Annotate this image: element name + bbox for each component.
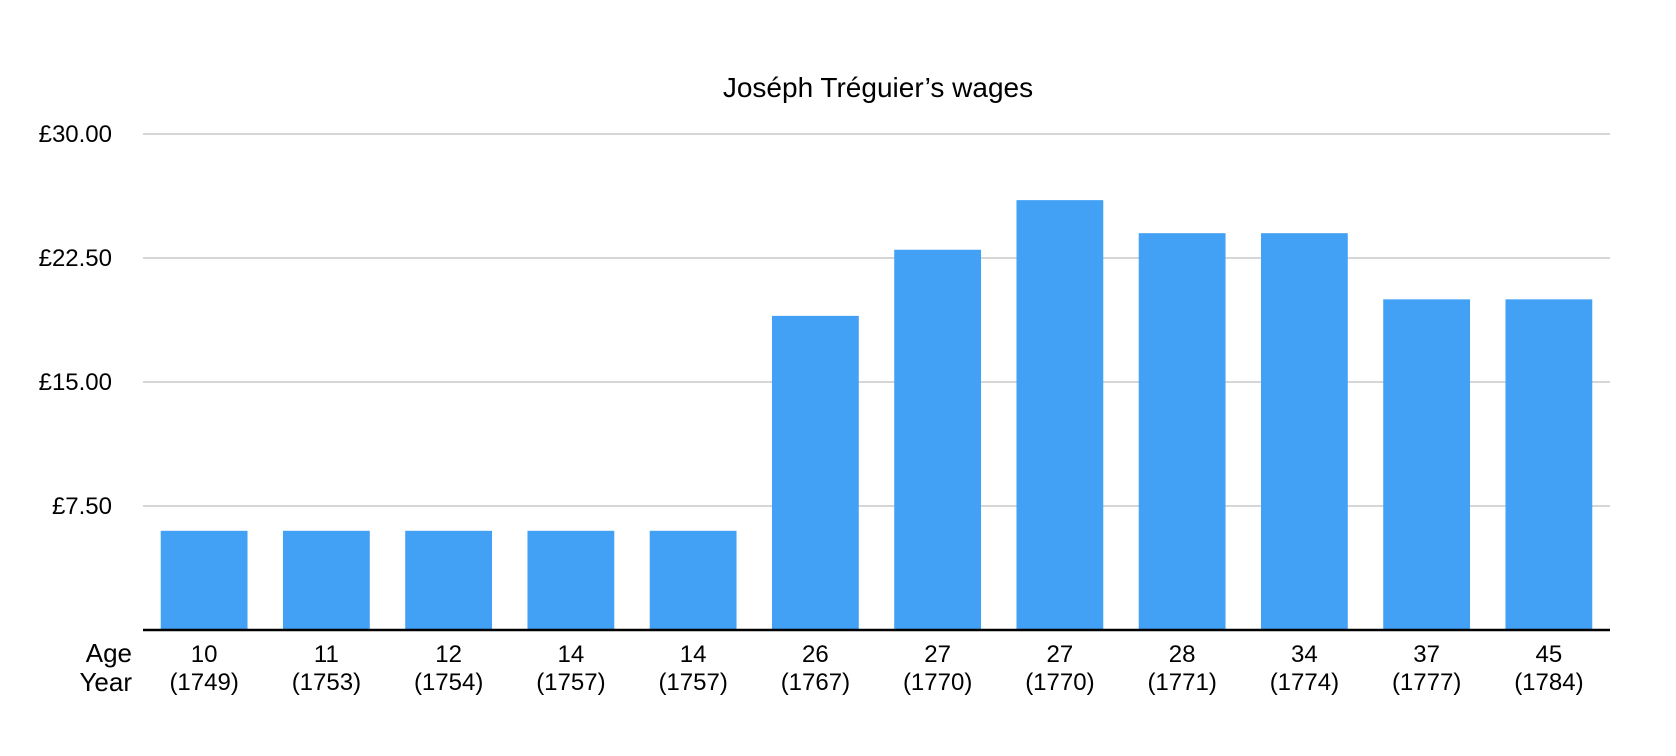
chart-title: Joséph Tréguier’s wages [723, 72, 1033, 103]
x-tick-label-age: 27 [1047, 641, 1074, 668]
bar [527, 530, 615, 630]
x-tick-label-age: 14 [558, 641, 585, 668]
bar [649, 530, 737, 630]
x-tick-label-year: (1784) [1514, 669, 1583, 696]
y-tick-label: £30.00 [39, 121, 112, 148]
x-axis-tick-labels: 10(1749)11(1753)12(1754)14(1757)14(1757)… [169, 641, 1583, 696]
bar [1505, 299, 1593, 630]
bar [1138, 233, 1226, 630]
x-tick-label-age: 26 [802, 641, 829, 668]
bar [771, 315, 859, 630]
bar [1260, 233, 1348, 630]
row-label-age: Age [86, 638, 132, 668]
x-tick-label-age: 12 [435, 641, 462, 668]
x-tick-label-year: (1757) [658, 669, 727, 696]
x-tick-label-age: 27 [924, 641, 951, 668]
x-tick-label-year: (1754) [414, 669, 483, 696]
x-tick-label-year: (1753) [292, 669, 361, 696]
x-tick-label-age: 11 [314, 641, 339, 668]
y-axis-tick-labels: £7.50 £15.00 £22.50 £30.00 [39, 121, 112, 520]
x-tick-label-year: (1770) [903, 669, 972, 696]
x-tick-label-age: 28 [1169, 641, 1196, 668]
x-tick-label-age: 34 [1291, 641, 1318, 668]
bar [1383, 299, 1471, 630]
x-tick-label-year: (1777) [1392, 669, 1461, 696]
x-tick-label-year: (1757) [536, 669, 605, 696]
x-tick-label-year: (1770) [1025, 669, 1094, 696]
bar [894, 249, 982, 630]
y-tick-label: £22.50 [39, 245, 112, 272]
x-tick-label-age: 45 [1536, 641, 1563, 668]
gridlines [143, 133, 1610, 507]
x-tick-label-year: (1771) [1147, 669, 1216, 696]
bar [160, 530, 248, 630]
x-tick-label-year: (1749) [169, 669, 238, 696]
bar [282, 530, 370, 630]
row-label-year: Year [79, 667, 132, 697]
x-tick-label-year: (1767) [781, 669, 850, 696]
bar [405, 530, 493, 630]
bar [1016, 200, 1104, 630]
x-tick-label-age: 37 [1413, 641, 1440, 668]
x-tick-label-year: (1774) [1270, 669, 1339, 696]
y-tick-label: £15.00 [39, 369, 112, 396]
x-tick-label-age: 14 [680, 641, 707, 668]
x-tick-label-age: 10 [191, 641, 218, 668]
bars [160, 200, 1593, 630]
y-tick-label: £7.50 [52, 493, 112, 520]
x-axis-row-labels: Age Year [79, 638, 132, 697]
